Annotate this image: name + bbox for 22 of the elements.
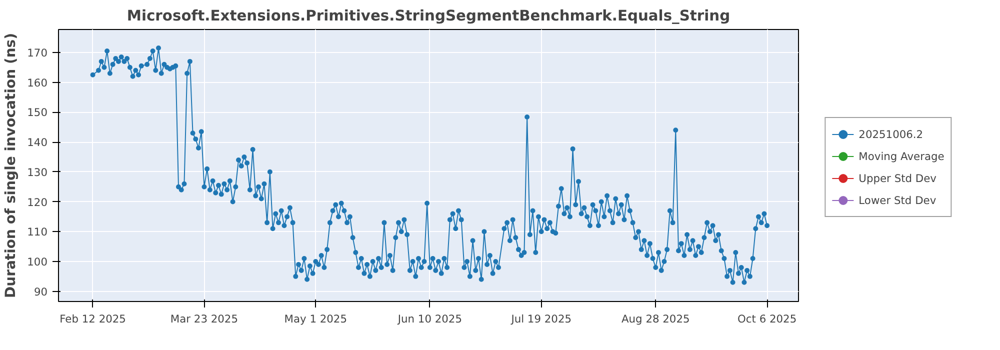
y-tick-label: 110 <box>27 226 48 239</box>
legend-label: 20251006.2 <box>858 128 924 140</box>
x-tick-label: Feb 12 2025 <box>60 312 126 326</box>
y-tick-label: 140 <box>27 136 48 150</box>
y-tick-label: 120 <box>27 196 48 209</box>
x-tick-label: May 1 2025 <box>284 312 348 326</box>
y-tick-label: 170 <box>27 46 48 60</box>
x-tick-label: Jun 10 2025 <box>396 312 462 326</box>
legend-label: Upper Std Dev <box>858 172 936 184</box>
y-tick-label: 130 <box>27 166 48 179</box>
y-tick-label: 160 <box>27 76 48 90</box>
x-tick-label: Oct 6 2025 <box>738 312 797 326</box>
y-axis-title: Duration of single invocation (ns) <box>3 32 20 298</box>
y-tick-label: 90 <box>34 285 48 298</box>
chart-title: Microsoft.Extensions.Primitives.StringSegmentBenchmark.Equals_String <box>126 8 730 24</box>
y-tick-label: 150 <box>27 106 48 120</box>
x-tick-label: Aug 28 2025 <box>622 312 690 326</box>
y-tick-label: 100 <box>27 255 48 268</box>
legend-label: Lower Std Dev <box>858 194 936 206</box>
x-tick-label: Jul 19 2025 <box>510 312 572 326</box>
legend-label: Moving Average <box>858 150 944 162</box>
x-tick-label: Mar 23 2025 <box>170 312 238 326</box>
